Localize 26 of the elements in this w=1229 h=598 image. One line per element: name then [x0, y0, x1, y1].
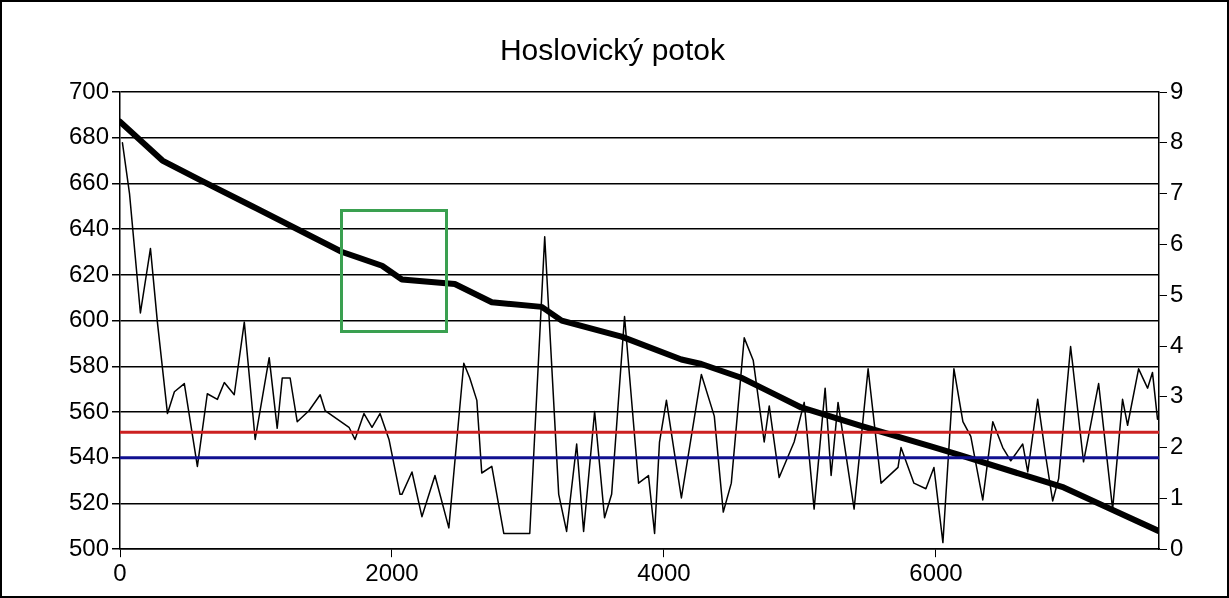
y-tick-label: 520	[68, 488, 109, 516]
y-tick-label: 560	[68, 396, 109, 424]
x-tick-label: 6000	[909, 559, 963, 587]
y-tick-label: 680	[68, 122, 109, 150]
y-tick-label: 500	[68, 533, 109, 561]
y2-tick-label: 0	[1170, 533, 1184, 561]
y2-tick-label: 8	[1170, 127, 1184, 155]
x-tick-label: 4000	[637, 559, 691, 587]
y-tick-label: 640	[68, 213, 109, 241]
y-tick-label: 700	[68, 76, 109, 104]
y2-tick-label: 7	[1170, 178, 1184, 206]
x-tick-label: 2000	[365, 559, 419, 587]
y2-tick-label: 1	[1170, 483, 1184, 511]
chart-title: Hoslovický potok	[499, 33, 727, 67]
y2-tick-label: 6	[1170, 229, 1184, 257]
y-tick-label: 580	[68, 350, 109, 378]
y-tick-label: 660	[68, 168, 109, 196]
y2-tick-label: 3	[1170, 381, 1184, 409]
y2-tick-label: 9	[1170, 76, 1184, 104]
y-tick-label: 620	[68, 259, 109, 287]
y-tick-label: 600	[68, 305, 109, 333]
x-tick-label: 0	[113, 559, 127, 587]
y2-tick-label: 4	[1170, 330, 1184, 358]
y2-tick-label: 5	[1170, 279, 1184, 307]
y-tick-label: 540	[68, 442, 109, 470]
y2-tick-label: 2	[1170, 432, 1184, 460]
